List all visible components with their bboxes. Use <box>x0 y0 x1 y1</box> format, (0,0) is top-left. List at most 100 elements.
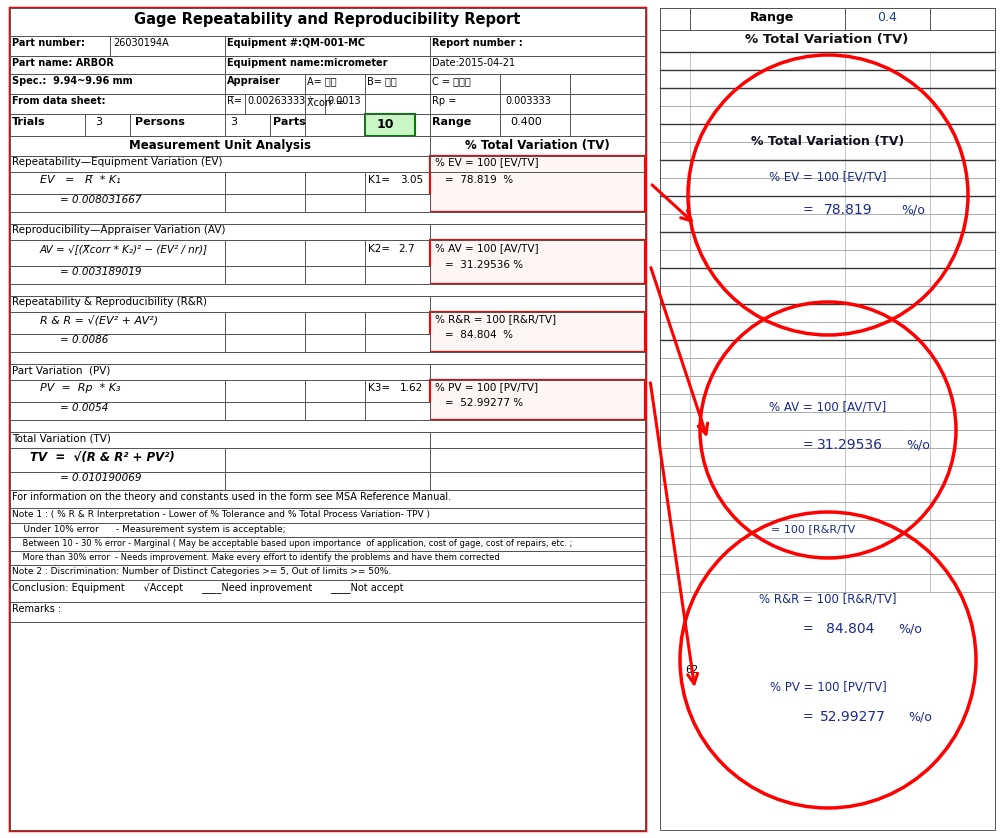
Bar <box>10 565 645 580</box>
Text: 62: 62 <box>685 665 698 675</box>
Bar <box>10 136 645 156</box>
Text: 0.4: 0.4 <box>877 11 897 24</box>
Bar <box>430 240 645 284</box>
Text: Range: Range <box>432 117 471 127</box>
Text: % PV = 100 [PV/TV]: % PV = 100 [PV/TV] <box>770 680 886 693</box>
Bar <box>660 520 995 538</box>
Bar <box>10 172 430 194</box>
Bar <box>660 358 995 376</box>
Text: 31.29536: 31.29536 <box>817 438 883 452</box>
Text: Repeatability—Equipment Variation (EV): Repeatability—Equipment Variation (EV) <box>12 157 222 167</box>
Text: Equipment name:micrometer: Equipment name:micrometer <box>227 58 388 68</box>
Text: K3=: K3= <box>368 383 390 393</box>
Text: PV  =  Rp  * K₃: PV = Rp * K₃ <box>40 383 120 393</box>
Text: 3.05: 3.05 <box>400 175 423 185</box>
Bar <box>10 364 645 380</box>
Bar <box>660 160 995 178</box>
Bar <box>10 114 645 136</box>
Text: Rp =: Rp = <box>432 96 456 106</box>
Text: K1=: K1= <box>368 175 390 185</box>
Bar <box>660 88 995 106</box>
Text: Gage Repeatability and Reproducibility Report: Gage Repeatability and Reproducibility R… <box>134 12 520 27</box>
Bar <box>660 8 995 830</box>
Bar <box>10 212 645 224</box>
Bar <box>660 70 995 88</box>
Bar <box>660 124 995 142</box>
Bar <box>10 36 645 56</box>
Bar <box>10 432 645 448</box>
Bar <box>660 430 995 448</box>
Text: Date:2015-04-21: Date:2015-04-21 <box>432 58 515 68</box>
Text: Appraiser: Appraiser <box>227 76 281 86</box>
Bar <box>10 194 430 212</box>
Text: TV  =  √(R & R² + PV²): TV = √(R & R² + PV²) <box>30 451 175 464</box>
Bar <box>660 286 995 304</box>
Text: Persons: Persons <box>135 117 185 127</box>
Text: 3: 3 <box>230 117 237 127</box>
Bar <box>660 30 995 52</box>
Text: % PV = 100 [PV/TV]: % PV = 100 [PV/TV] <box>435 382 538 392</box>
Text: = 0.0054: = 0.0054 <box>60 403 108 413</box>
Text: % R&R = 100 [R&R/TV]: % R&R = 100 [R&R/TV] <box>435 314 556 324</box>
Text: Repeatability & Reproducibility (R&R): Repeatability & Reproducibility (R&R) <box>12 297 207 307</box>
Bar <box>660 376 995 394</box>
Text: 0.0013: 0.0013 <box>327 96 361 106</box>
Bar <box>10 56 645 74</box>
Text: C = 张春林: C = 张春林 <box>432 76 471 86</box>
Text: AV = √[(X̅corr * K₂)² − (EV² / nr)]: AV = √[(X̅corr * K₂)² − (EV² / nr)] <box>40 244 208 254</box>
Text: 2.7: 2.7 <box>398 244 415 254</box>
Bar <box>10 240 430 266</box>
Bar <box>430 156 645 212</box>
Bar <box>660 394 995 412</box>
Bar <box>660 412 995 430</box>
Bar <box>10 312 430 334</box>
Text: Parts: Parts <box>273 117 306 127</box>
Text: Under 10% error      - Measurement system is acceptable;: Under 10% error - Measurement system is … <box>12 525 286 534</box>
Text: =: = <box>803 710 813 723</box>
Text: For information on the theory and constants used in the form see MSA Reference M: For information on the theory and consta… <box>12 492 451 502</box>
Text: Measurement Unit Analysis: Measurement Unit Analysis <box>129 139 311 152</box>
Bar <box>10 380 430 402</box>
Bar <box>660 268 995 286</box>
Bar <box>660 304 995 322</box>
Text: 26030194A: 26030194A <box>113 38 169 48</box>
Bar <box>660 232 995 250</box>
Bar <box>10 224 645 240</box>
Bar <box>10 551 645 565</box>
Text: A= 张书: A= 张书 <box>307 76 337 86</box>
Text: = 0.0086: = 0.0086 <box>60 335 108 345</box>
Text: =  78.819  %: = 78.819 % <box>445 175 513 185</box>
Text: %/o: %/o <box>906 438 930 451</box>
Text: Reproducibility—Appraiser Variation (AV): Reproducibility—Appraiser Variation (AV) <box>12 225 226 235</box>
Bar <box>10 508 645 523</box>
Bar <box>10 448 430 472</box>
Text: Ẋ̅̅corr =: Ẋ̅̅corr = <box>307 98 344 108</box>
Bar <box>660 502 995 520</box>
Bar <box>10 156 645 172</box>
Bar <box>660 178 995 196</box>
Text: % EV = 100 [EV/TV]: % EV = 100 [EV/TV] <box>769 170 887 183</box>
Text: %/o: %/o <box>898 622 922 635</box>
Text: 10: 10 <box>376 118 394 131</box>
Bar <box>10 602 645 622</box>
Bar <box>10 284 645 296</box>
Bar <box>10 490 645 508</box>
Text: 0.00263333: 0.00263333 <box>247 96 305 106</box>
Text: R & R = √(EV² + AV²): R & R = √(EV² + AV²) <box>40 315 158 325</box>
Text: = 0.010190069: = 0.010190069 <box>60 473 142 483</box>
Bar <box>10 420 645 432</box>
Text: % Total Variation (TV): % Total Variation (TV) <box>745 33 909 46</box>
Bar <box>660 250 995 268</box>
Text: Conclusion: Equipment      √Accept      ____Need inprovement      ____Not accept: Conclusion: Equipment √Accept ____Need i… <box>12 582 404 593</box>
Text: 52.99277: 52.99277 <box>820 710 886 724</box>
Text: % Total Variation (TV): % Total Variation (TV) <box>751 135 905 148</box>
Bar <box>10 334 430 352</box>
Text: B= 谢青: B= 谢青 <box>367 76 397 86</box>
Text: =: = <box>803 203 813 216</box>
Text: Spec.:  9.94~9.96 mm: Spec.: 9.94~9.96 mm <box>12 76 133 86</box>
Text: % AV = 100 [AV/TV]: % AV = 100 [AV/TV] <box>435 243 539 253</box>
Text: Part name: ARBOR: Part name: ARBOR <box>12 58 114 68</box>
Text: R̅=: R̅= <box>227 96 242 106</box>
Text: 0.003333: 0.003333 <box>505 96 551 106</box>
Bar <box>430 380 645 420</box>
